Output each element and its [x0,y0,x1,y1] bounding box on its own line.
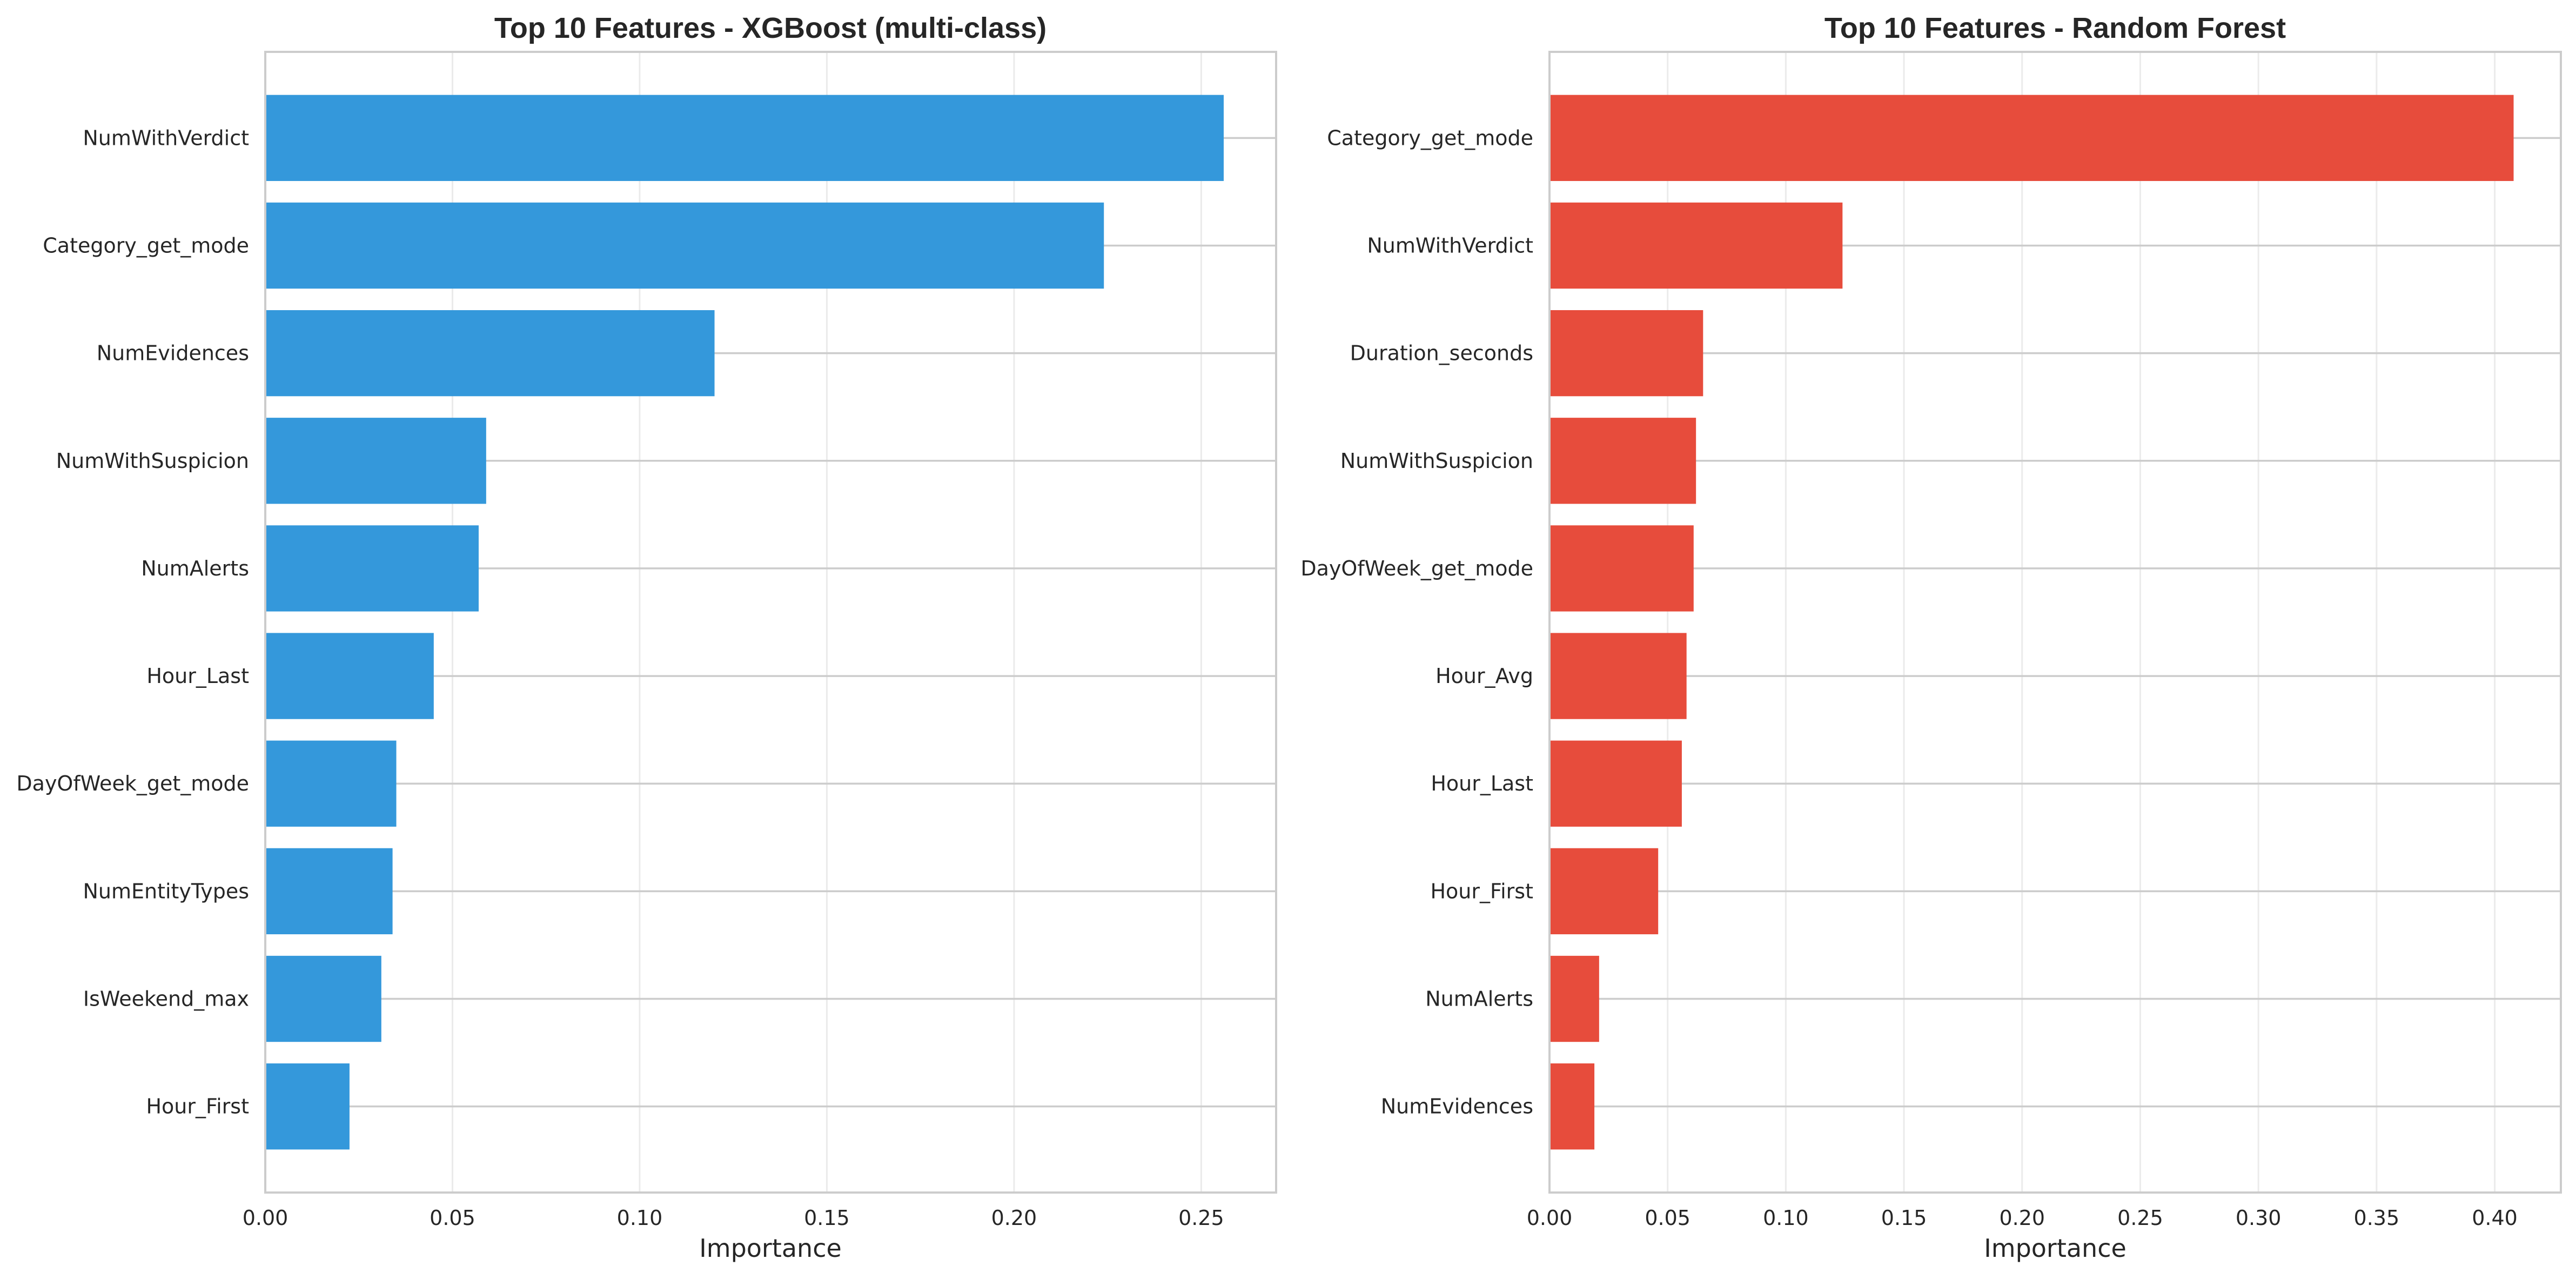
plot-frame [1548,51,2562,1194]
y-tick-label: Hour_Avg [1435,664,1533,688]
y-tick-label: Hour_First [1430,879,1533,903]
bar [265,202,1104,289]
bar [265,1063,350,1150]
y-tick-label: NumEvidences [1381,1095,1533,1119]
bar [265,310,715,397]
bar [265,955,381,1042]
y-tick-label: NumAlerts [141,557,249,580]
bar [1549,1063,1595,1150]
x-tick-label: 0.15 [804,1206,850,1230]
plot-frame [264,51,1277,1194]
x-tick-label: 0.20 [991,1206,1037,1230]
bar [1549,848,1659,935]
x-tick-label: 0.35 [2354,1206,2400,1230]
y-tick-label: NumWithVerdict [83,126,249,150]
chart-title: Top 10 Features - Random Forest [1824,12,2286,44]
bar [265,95,1224,181]
x-tick-label: 0.10 [1763,1206,1809,1230]
bar [1549,310,1703,397]
x-tick-label: 0.30 [2236,1206,2282,1230]
bar [1549,95,2514,181]
bar [265,525,479,612]
bar [1549,633,1687,719]
x-tick-label: 0.05 [430,1206,475,1230]
y-tick-label: Category_get_mode [43,233,249,257]
y-tick-label: IsWeekend_max [83,987,249,1011]
bar [1549,418,1696,504]
y-tick-label: NumEvidences [97,341,249,365]
bar [1549,525,1694,612]
y-tick-label: Duration_seconds [1350,341,1533,365]
y-tick-label: Hour_Last [146,664,249,688]
bar [265,848,393,935]
x-tick-label: 0.25 [1178,1206,1224,1230]
y-tick-label: Hour_First [146,1095,249,1119]
x-axis-label: Importance [1984,1234,2126,1263]
y-tick-label: Hour_Last [1431,772,1533,795]
x-axis-label: Importance [699,1234,842,1263]
x-tick-label: 0.20 [1999,1206,2045,1230]
x-tick-label: 0.00 [243,1206,289,1230]
y-tick-label: DayOfWeek_get_mode [16,772,249,795]
bar [265,418,486,504]
y-tick-label: Category_get_mode [1327,126,1533,150]
bar [1549,740,1682,827]
bar [1549,955,1599,1042]
x-tick-label: 0.15 [1881,1206,1927,1230]
y-tick-label: DayOfWeek_get_mode [1300,557,1533,580]
x-tick-label: 0.40 [2472,1206,2518,1230]
xgboost-chart-panel: Top 10 Features - XGBoost (multi-class) … [16,12,1277,1263]
x-tick-label: 0.25 [2117,1206,2163,1230]
y-tick-label: NumWithSuspicion [1340,449,1533,473]
y-tick-label: NumWithSuspicion [56,449,249,473]
random-forest-chart-panel: Top 10 Features - Random Forest Importan… [1300,12,2562,1263]
x-tick-label: 0.00 [1527,1206,1573,1230]
y-tick-label: NumEntityTypes [83,879,249,903]
y-tick-label: NumAlerts [1425,987,1533,1011]
x-tick-label: 0.05 [1645,1206,1691,1230]
bar [1549,202,1843,289]
bar [265,740,397,827]
x-tick-label: 0.10 [617,1206,663,1230]
chart-title: Top 10 Features - XGBoost (multi-class) [494,12,1046,44]
bar [265,633,434,719]
y-tick-label: NumWithVerdict [1367,233,1533,257]
